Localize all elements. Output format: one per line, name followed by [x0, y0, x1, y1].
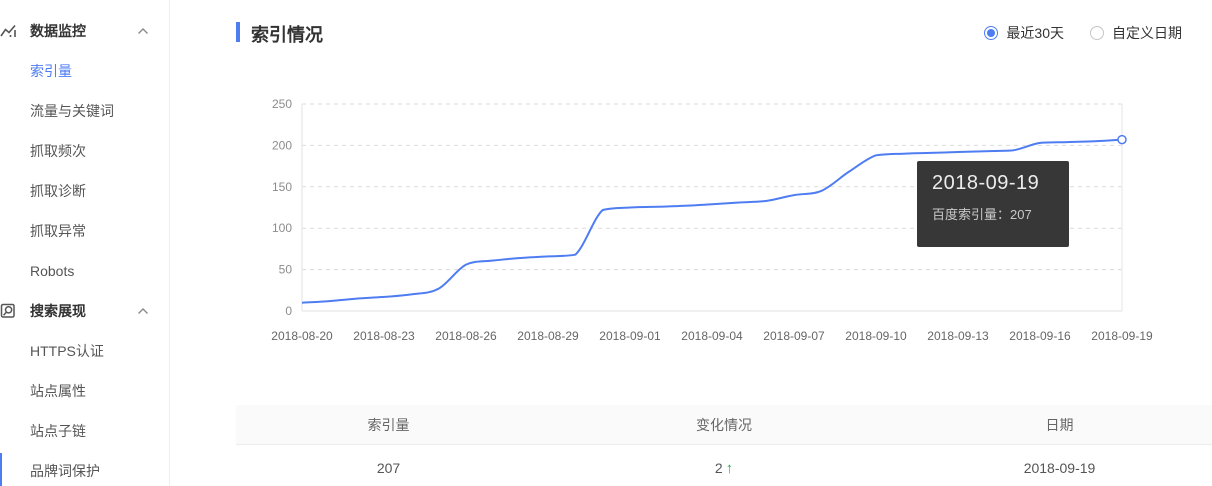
x-tick-label: 2018-08-20 [271, 329, 333, 343]
sidebar-item-site-sublinks[interactable]: 站点子链 [30, 423, 86, 439]
x-tick-label: 2018-08-29 [517, 329, 579, 343]
index-volume-chart[interactable]: 0 50 100 150 200 250 2018-08-20 2018-08-23 2018-… [250, 92, 1190, 356]
sidebar-item-site-attributes[interactable]: 站点属性 [30, 383, 86, 399]
x-tick-label: 2018-09-13 [927, 329, 989, 343]
sidebar-item-crawl-diagnosis[interactable]: 抓取诊断 [30, 183, 86, 199]
x-tick-label: 2018-09-07 [763, 329, 825, 343]
y-tick-label: 0 [285, 304, 292, 318]
sidebar-section-label: 搜索展现 [30, 303, 86, 319]
sidebar-item-index-volume[interactable]: 索引量 [30, 63, 72, 79]
cell-date: 2018-09-19 [1023, 460, 1096, 476]
sidebar-item-https-cert[interactable]: HTTPS认证 [30, 343, 104, 359]
sidebar: 数据监控 索引量 流量与关键词 抓取频次 抓取诊断 抓取异常 Robots 搜索… [0, 0, 170, 486]
radio-label: 最近30天 [1006, 25, 1064, 41]
x-tick-label: 2018-09-19 [1091, 329, 1153, 343]
sidebar-item-crawl-errors[interactable]: 抓取异常 [30, 223, 86, 239]
date-range-group: 最近30天 自定义日期 [984, 23, 1182, 43]
table-header-change: 变化情况 [696, 416, 752, 433]
radio-label: 自定义日期 [1112, 25, 1182, 41]
radio-selected-icon [984, 26, 999, 40]
radio-custom-date[interactable]: 自定义日期 [1090, 23, 1182, 43]
y-tick-label: 150 [272, 180, 292, 194]
sidebar-item-crawl-frequency[interactable]: 抓取频次 [30, 143, 86, 159]
x-tick-label: 2018-08-23 [353, 329, 415, 343]
chevron-up-icon [138, 28, 148, 34]
scroll-indicator [0, 453, 2, 486]
index-volume-line [301, 138, 1123, 304]
y-tick-label: 200 [272, 138, 292, 152]
hover-point-marker [1117, 134, 1127, 145]
sidebar-section-search-display[interactable]: 搜索展现 [0, 291, 169, 331]
page-title: 索引情况 [251, 25, 323, 45]
table-row: 207 2 ↑ 2018-09-19 [236, 445, 1212, 486]
sidebar-item-brand-protection[interactable]: 品牌词保护 [30, 463, 100, 479]
index-summary-table: 索引量 变化情况 日期 207 2 ↑ 2018-09-19 [236, 405, 1212, 486]
cell-index-volume: 207 [376, 460, 401, 476]
y-tick-label: 100 [272, 221, 292, 235]
y-tick-label: 250 [272, 97, 292, 111]
x-tick-label: 2018-09-01 [599, 329, 661, 343]
y-tick-label: 50 [279, 263, 293, 277]
sidebar-section-data-monitoring[interactable]: 数据监控 [0, 11, 169, 51]
tooltip-date: 2018-09-19 [932, 172, 1040, 194]
table-header-index-volume: 索引量 [367, 416, 410, 433]
x-tick-label: 2018-09-10 [845, 329, 907, 343]
line-chart-icon [0, 24, 16, 37]
up-arrow-icon: ↑ [725, 459, 734, 477]
x-tick-label: 2018-09-04 [681, 329, 743, 343]
sidebar-item-traffic-keywords[interactable]: 流量与关键词 [30, 103, 114, 119]
chevron-up-icon [138, 308, 148, 314]
title-accent-bar [236, 22, 240, 42]
x-tick-label: 2018-09-16 [1009, 329, 1071, 343]
x-tick-label: 2018-08-26 [435, 329, 497, 343]
table-header-row: 索引量 变化情况 日期 [236, 405, 1212, 445]
radio-unselected-icon [1090, 26, 1104, 40]
chart-tooltip: 2018-09-19 百度索引量：207 [917, 161, 1069, 247]
table-header-date: 日期 [1045, 416, 1074, 433]
search-display-icon [0, 303, 15, 318]
sidebar-section-label: 数据监控 [30, 23, 86, 39]
sidebar-item-robots[interactable]: Robots [30, 263, 75, 279]
radio-last-30-days[interactable]: 最近30天 [984, 23, 1064, 43]
tooltip-value: 百度索引量：207 [932, 207, 1032, 222]
cell-change: 2 ↑ [714, 459, 734, 477]
